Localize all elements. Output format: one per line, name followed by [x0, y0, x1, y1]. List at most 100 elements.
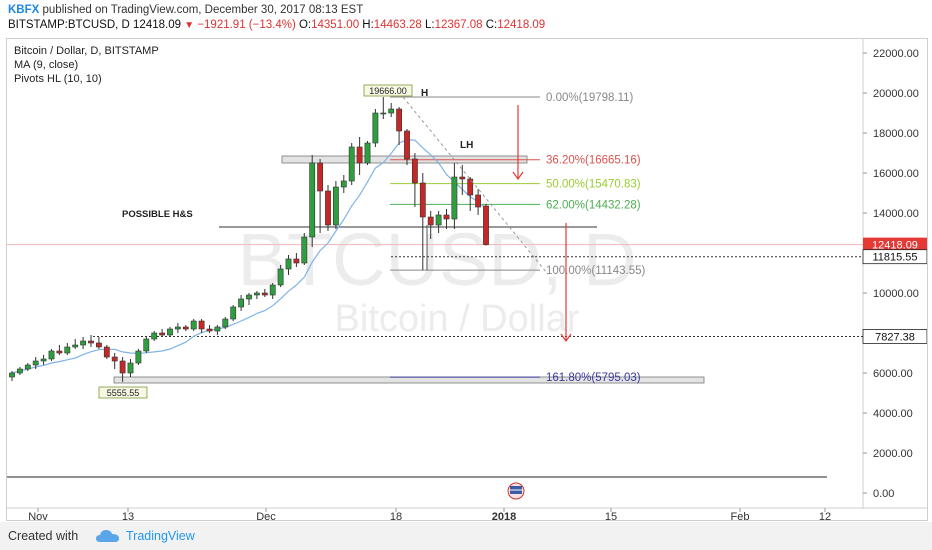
- x-tick-label: Nov: [28, 511, 48, 520]
- candle[interactable]: [277, 265, 284, 287]
- us-flag-event-icon[interactable]: [507, 482, 525, 500]
- y-tick-label: 14000.00: [873, 208, 919, 220]
- candle[interactable]: [24, 363, 31, 371]
- author-link[interactable]: KBFX: [8, 4, 40, 16]
- down-arrow-lower[interactable]: [560, 223, 572, 343]
- candle-body: [261, 292, 268, 296]
- price-badge-text: 11815.55: [872, 252, 917, 264]
- candle[interactable]: [222, 317, 229, 329]
- candle[interactable]: [459, 165, 466, 195]
- candle[interactable]: [143, 337, 150, 353]
- candle[interactable]: [411, 153, 418, 207]
- candle-body: [72, 344, 79, 348]
- candle[interactable]: [309, 155, 316, 247]
- tradingview-brand[interactable]: TradingView: [126, 529, 195, 543]
- arrow-head: [560, 333, 572, 343]
- candle[interactable]: [483, 203, 489, 246]
- y-tick-label: 2000.00: [873, 448, 913, 460]
- candle[interactable]: [246, 293, 252, 305]
- price-badge-bg: [862, 249, 927, 265]
- chart-panel[interactable]: BTCUSD, D Bitcoin / Dollar 22000.00 20000.0…: [6, 38, 928, 521]
- candle[interactable]: [127, 359, 134, 377]
- candle-body: [32, 360, 39, 366]
- candle[interactable]: [467, 177, 474, 211]
- candle[interactable]: [238, 295, 244, 311]
- candle[interactable]: [119, 357, 126, 382]
- x-tick-label: Feb: [731, 511, 750, 520]
- candle[interactable]: [111, 353, 118, 369]
- candle[interactable]: [254, 291, 260, 299]
- candle-body: [340, 180, 347, 188]
- candle[interactable]: [261, 289, 268, 297]
- candle[interactable]: [17, 367, 23, 375]
- candle[interactable]: [427, 211, 434, 239]
- candle[interactable]: [317, 159, 323, 233]
- candle[interactable]: [269, 283, 276, 299]
- change-value: −1921.91 (−13.4%): [197, 19, 296, 31]
- candle[interactable]: [182, 325, 189, 331]
- pivot-high-label: 19666.00: [363, 84, 413, 97]
- candle[interactable]: [135, 349, 142, 365]
- candle-body: [364, 142, 371, 164]
- candle[interactable]: [80, 337, 86, 349]
- candle[interactable]: [206, 325, 213, 333]
- down-arrow-upper[interactable]: [512, 105, 524, 181]
- candle[interactable]: [388, 103, 395, 117]
- candle[interactable]: [96, 337, 102, 349]
- legend-title: Bitcoin / Dollar, D, BITSTAMP: [14, 45, 159, 57]
- candle[interactable]: [40, 355, 47, 365]
- candle[interactable]: [325, 185, 331, 231]
- candle[interactable]: [72, 339, 79, 349]
- candle[interactable]: [151, 331, 158, 341]
- x-tick-label: 15: [605, 511, 617, 520]
- candle[interactable]: [293, 253, 300, 267]
- candle[interactable]: [340, 175, 347, 193]
- candle[interactable]: [332, 181, 339, 229]
- candle-body: [143, 338, 150, 352]
- candle[interactable]: [214, 325, 221, 335]
- candle[interactable]: [230, 305, 237, 321]
- legend-ma[interactable]: MA (9, close): [14, 59, 79, 71]
- candle[interactable]: [88, 335, 94, 347]
- candle[interactable]: [475, 189, 481, 215]
- candle[interactable]: [419, 173, 426, 271]
- candle[interactable]: [56, 345, 63, 355]
- candle[interactable]: [396, 107, 402, 145]
- candle[interactable]: [167, 327, 173, 337]
- candle-body: [293, 258, 300, 264]
- candle-body: [111, 356, 118, 362]
- candle[interactable]: [285, 255, 292, 275]
- fib-level-label: 100.00%(11143.55): [546, 265, 645, 277]
- y-tick-label: 18000.00: [873, 128, 919, 140]
- candle[interactable]: [159, 329, 165, 337]
- candle-body: [443, 214, 450, 220]
- candle[interactable]: [451, 163, 458, 229]
- legend-pivots[interactable]: Pivots HL (10, 10): [14, 73, 102, 85]
- candle[interactable]: [64, 343, 71, 355]
- candle[interactable]: [443, 209, 450, 229]
- candle[interactable]: [372, 109, 379, 147]
- candle[interactable]: [9, 371, 15, 381]
- candle[interactable]: [103, 345, 110, 359]
- fib-level-label: 50.00%(15470.83): [546, 179, 641, 191]
- candle[interactable]: [356, 137, 363, 175]
- tradingview-cloud-icon[interactable]: [96, 529, 120, 543]
- candle[interactable]: [348, 143, 355, 185]
- candle[interactable]: [301, 233, 308, 265]
- candle[interactable]: [435, 211, 442, 233]
- candle[interactable]: [404, 129, 410, 165]
- candle-body: [332, 186, 339, 226]
- candle[interactable]: [32, 357, 39, 369]
- candle[interactable]: [175, 323, 181, 333]
- y-tick-label: 6000.00: [873, 368, 913, 380]
- candle[interactable]: [198, 319, 205, 333]
- candle[interactable]: [380, 97, 387, 119]
- candle[interactable]: [364, 141, 371, 165]
- candle-body: [40, 358, 47, 362]
- candle[interactable]: [48, 349, 55, 361]
- candle[interactable]: [190, 319, 197, 331]
- price-badge: 12418.09: [863, 237, 927, 252]
- candle-body: [254, 292, 260, 296]
- candle-body: [9, 372, 15, 378]
